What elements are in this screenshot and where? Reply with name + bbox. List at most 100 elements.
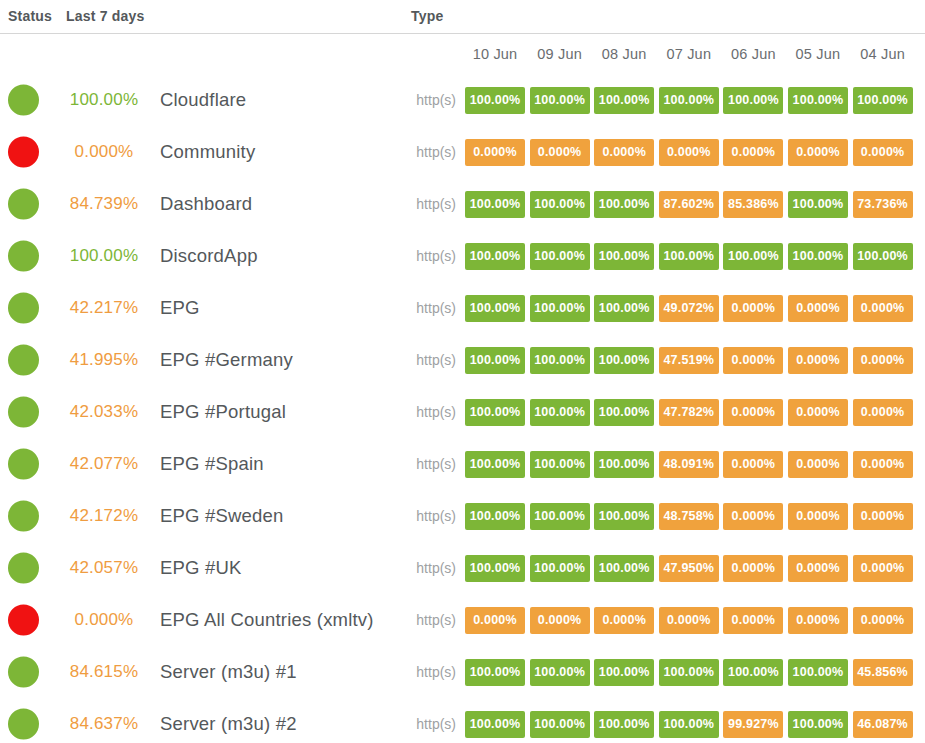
daily-uptime-badge: 100.00%	[530, 711, 590, 738]
daily-uptime-badge: 100.00%	[723, 659, 783, 686]
daily-uptime-badge: 100.00%	[465, 451, 525, 478]
daily-uptime-badge: 0.000%	[723, 607, 783, 634]
monitor-name[interactable]: EPG #UK	[160, 557, 242, 579]
daily-uptime-badge: 100.00%	[788, 659, 848, 686]
monitor-type: http(s)	[416, 404, 456, 420]
daily-uptime-badges: 100.00%100.00%100.00%47.782%0.000%0.000%…	[465, 399, 913, 426]
daily-uptime-badge: 100.00%	[594, 711, 654, 738]
daily-uptime-badge: 100.00%	[530, 555, 590, 582]
daily-uptime-badges: 100.00%100.00%100.00%49.072%0.000%0.000%…	[465, 295, 913, 322]
daily-uptime-badge: 100.00%	[530, 347, 590, 374]
daily-uptime-badge: 100.00%	[465, 347, 525, 374]
daily-uptime-badge: 100.00%	[594, 659, 654, 686]
status-dot-icon	[8, 605, 39, 636]
daily-uptime-badges: 100.00%100.00%100.00%47.950%0.000%0.000%…	[465, 555, 913, 582]
monitor-type: http(s)	[416, 560, 456, 576]
uptime-percentage: 42.033%	[62, 402, 146, 422]
monitor-name[interactable]: DiscordApp	[160, 245, 258, 267]
monitor-name[interactable]: Server (m3u) #2	[160, 713, 297, 735]
monitor-row[interactable]: 0.000% EPG All Countries (xmltv) http(s)…	[0, 594, 925, 646]
daily-uptime-badge: 0.000%	[594, 139, 654, 166]
monitor-row[interactable]: 41.995% EPG #Germany http(s) 100.00%100.…	[0, 334, 925, 386]
monitor-row[interactable]: 84.615% Server (m3u) #1 http(s) 100.00%1…	[0, 646, 925, 698]
daily-uptime-badge: 100.00%	[465, 87, 525, 114]
monitor-row[interactable]: 42.057% EPG #UK http(s) 100.00%100.00%10…	[0, 542, 925, 594]
daily-uptime-badge: 100.00%	[465, 711, 525, 738]
daily-uptime-badge: 100.00%	[530, 87, 590, 114]
monitor-name[interactable]: Cloudflare	[160, 89, 246, 111]
status-dot-icon	[8, 189, 39, 220]
monitor-name[interactable]: EPG #Spain	[160, 453, 264, 475]
date-label: 07 Jun	[659, 46, 719, 62]
monitor-type: http(s)	[416, 612, 456, 628]
daily-uptime-badge: 100.00%	[594, 451, 654, 478]
uptime-percentage: 84.739%	[62, 194, 146, 214]
monitor-type: http(s)	[416, 716, 456, 732]
monitor-name[interactable]: EPG	[160, 297, 200, 319]
monitor-row[interactable]: 42.217% EPG http(s) 100.00%100.00%100.00…	[0, 282, 925, 334]
daily-uptime-badge: 0.000%	[853, 399, 913, 426]
daily-uptime-badges: 100.00%100.00%100.00%100.00%100.00%100.0…	[465, 87, 913, 114]
uptime-percentage: 41.995%	[62, 350, 146, 370]
daily-uptime-badge: 100.00%	[594, 347, 654, 374]
daily-uptime-badge: 0.000%	[853, 607, 913, 634]
status-dot-icon	[8, 241, 39, 272]
monitor-row[interactable]: 42.172% EPG #Sweden http(s) 100.00%100.0…	[0, 490, 925, 542]
status-dot-icon	[8, 657, 39, 688]
monitor-row[interactable]: 42.077% EPG #Spain http(s) 100.00%100.00…	[0, 438, 925, 490]
date-label: 10 Jun	[465, 46, 525, 62]
daily-uptime-badge: 47.950%	[659, 555, 719, 582]
date-label: 08 Jun	[594, 46, 654, 62]
daily-uptime-badge: 0.000%	[788, 295, 848, 322]
daily-uptime-badge: 0.000%	[788, 503, 848, 530]
daily-uptime-badge: 0.000%	[853, 503, 913, 530]
daily-uptime-badge: 100.00%	[530, 451, 590, 478]
daily-uptime-badge: 100.00%	[788, 191, 848, 218]
monitor-name[interactable]: EPG All Countries (xmltv)	[160, 609, 374, 631]
daily-uptime-badge: 0.000%	[853, 451, 913, 478]
monitor-row[interactable]: 42.033% EPG #Portugal http(s) 100.00%100…	[0, 386, 925, 438]
monitor-row[interactable]: 84.739% Dashboard http(s) 100.00%100.00%…	[0, 178, 925, 230]
daily-uptime-badge: 100.00%	[465, 243, 525, 270]
daily-uptime-badges: 100.00%100.00%100.00%48.758%0.000%0.000%…	[465, 503, 913, 530]
daily-uptime-badge: 100.00%	[723, 87, 783, 114]
status-column-header: Status	[8, 8, 52, 24]
daily-uptime-badges: 100.00%100.00%100.00%100.00%99.927%100.0…	[465, 711, 913, 738]
date-header-row: 10 Jun 09 Jun 08 Jun 07 Jun 06 Jun 05 Ju…	[465, 34, 925, 74]
daily-uptime-badge: 100.00%	[594, 555, 654, 582]
daily-uptime-badge: 0.000%	[788, 139, 848, 166]
monitor-name[interactable]: Community	[160, 141, 255, 163]
daily-uptime-badge: 46.087%	[853, 711, 913, 738]
daily-uptime-badge: 100.00%	[659, 87, 719, 114]
monitor-name[interactable]: EPG #Sweden	[160, 505, 284, 527]
daily-uptime-badges: 100.00%100.00%100.00%48.091%0.000%0.000%…	[465, 451, 913, 478]
daily-uptime-badges: 100.00%100.00%100.00%47.519%0.000%0.000%…	[465, 347, 913, 374]
monitor-name[interactable]: Dashboard	[160, 193, 252, 215]
monitor-name[interactable]: Server (m3u) #1	[160, 661, 297, 683]
date-label: 09 Jun	[530, 46, 590, 62]
daily-uptime-badge: 100.00%	[530, 243, 590, 270]
daily-uptime-badge: 0.000%	[659, 607, 719, 634]
daily-uptime-badge: 47.782%	[659, 399, 719, 426]
monitor-name[interactable]: EPG #Portugal	[160, 401, 286, 423]
daily-uptime-badge: 0.000%	[723, 451, 783, 478]
monitor-type: http(s)	[416, 664, 456, 680]
date-label: 05 Jun	[788, 46, 848, 62]
daily-uptime-badge: 100.00%	[594, 295, 654, 322]
daily-uptime-badges: 100.00%100.00%100.00%100.00%100.00%100.0…	[465, 243, 913, 270]
daily-uptime-badge: 0.000%	[853, 555, 913, 582]
monitor-type: http(s)	[416, 300, 456, 316]
monitor-row[interactable]: 84.637% Server (m3u) #2 http(s) 100.00%1…	[0, 698, 925, 743]
daily-uptime-badge: 100.00%	[594, 191, 654, 218]
daily-uptime-badge: 48.758%	[659, 503, 719, 530]
daily-uptime-badge: 100.00%	[465, 555, 525, 582]
monitor-row[interactable]: 0.000% Community http(s) 0.000%0.000%0.0…	[0, 126, 925, 178]
daily-uptime-badge: 0.000%	[723, 503, 783, 530]
daily-uptime-badge: 87.602%	[659, 191, 719, 218]
monitor-row[interactable]: 100.00% DiscordApp http(s) 100.00%100.00…	[0, 230, 925, 282]
monitor-row[interactable]: 100.00% Cloudflare http(s) 100.00%100.00…	[0, 74, 925, 126]
daily-uptime-badges: 100.00%100.00%100.00%87.602%85.386%100.0…	[465, 191, 913, 218]
monitor-name[interactable]: EPG #Germany	[160, 349, 293, 371]
daily-uptime-badge: 100.00%	[530, 659, 590, 686]
status-dot-icon	[8, 293, 39, 324]
